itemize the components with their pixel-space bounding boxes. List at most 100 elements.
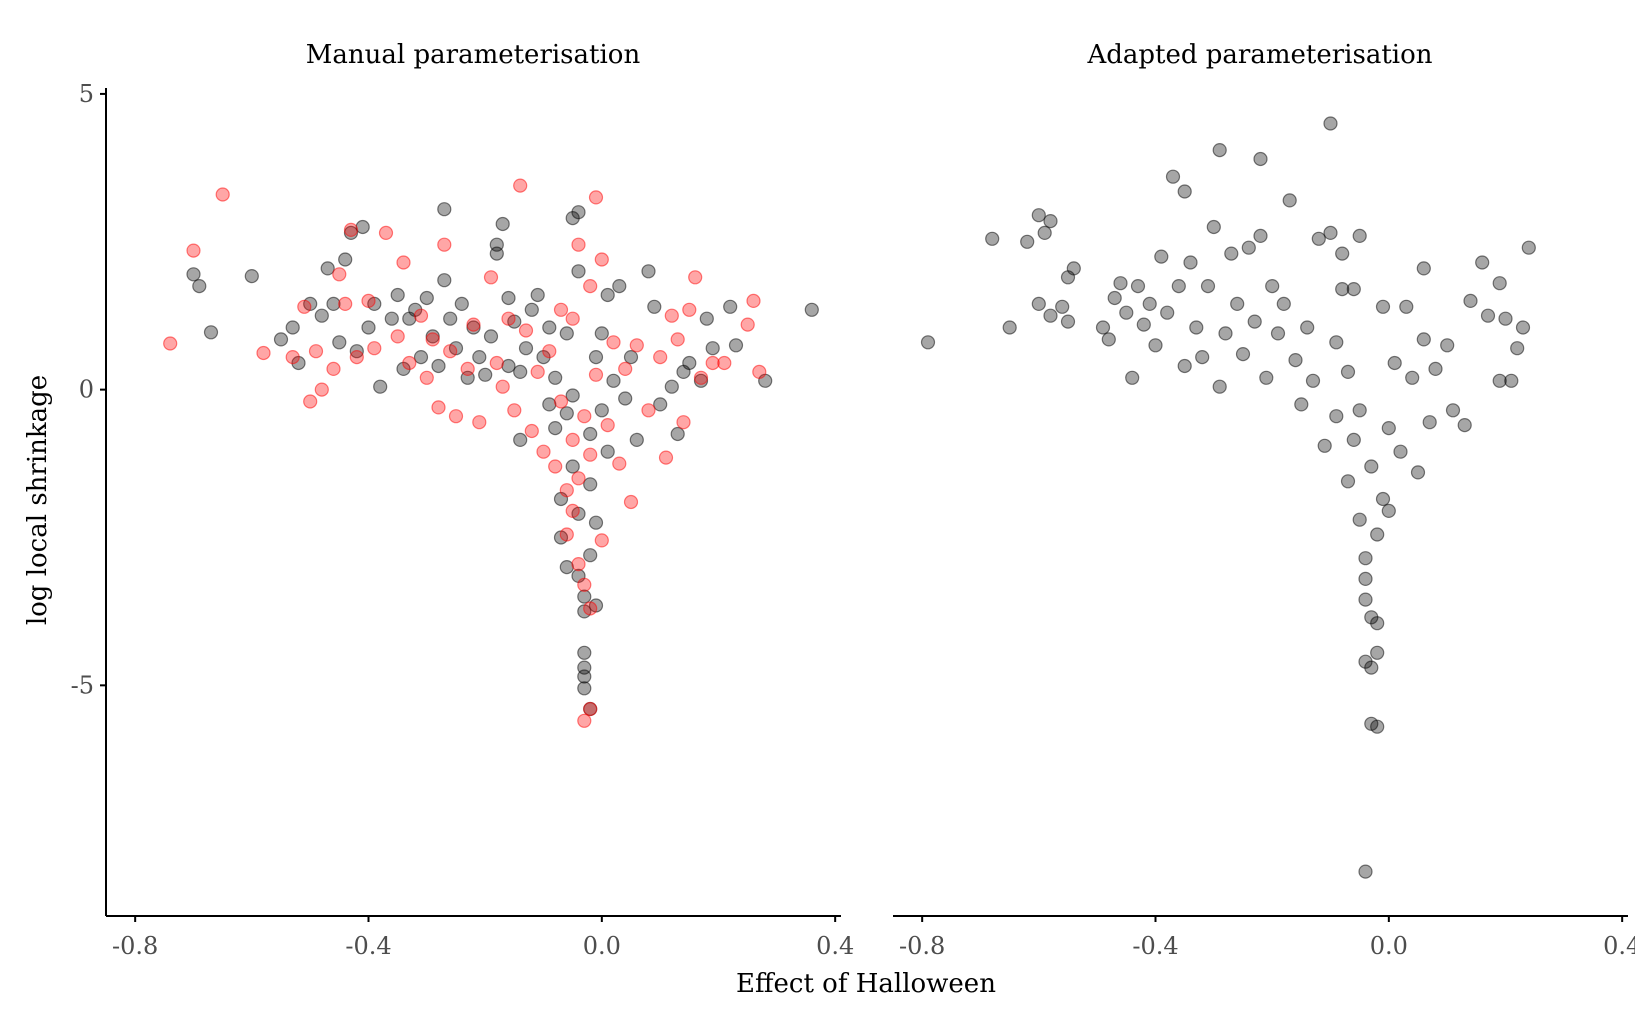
scatter-point-black: [1346, 432, 1361, 447]
scatter-point-black: [985, 231, 1000, 246]
scatter-point-black: [1037, 225, 1052, 240]
y-axis-title: log local shrinkage: [23, 375, 53, 625]
scatter-point-black: [483, 329, 499, 344]
scatter-point-black: [1305, 373, 1321, 388]
scatter-point-black: [1154, 249, 1169, 264]
x-tick-label: -0.4: [1132, 932, 1178, 960]
scatter-point-red: [618, 361, 633, 376]
scatter-point-black: [1498, 311, 1513, 326]
scatter-point-red: [629, 338, 644, 353]
scatter-point-red: [472, 415, 487, 430]
scatter-point-black: [1317, 438, 1332, 453]
scatter-point-black: [1492, 276, 1507, 291]
scatter-point-black: [437, 273, 452, 288]
scatter-point-red: [594, 533, 609, 548]
scatter-point-black: [1107, 290, 1122, 306]
scatter-point-black: [530, 287, 545, 303]
scatter-point-black: [1323, 116, 1338, 131]
scatter-point-black: [1387, 355, 1402, 371]
scatter-point-black: [1358, 551, 1373, 566]
scatter-point-black: [443, 311, 458, 326]
x-tick-label: 0.0: [583, 932, 621, 960]
scatter-point-red: [349, 350, 364, 365]
scatter-point-black: [588, 515, 604, 530]
scatter-point-black: [472, 350, 487, 365]
scatter-point-black: [1480, 308, 1496, 323]
scatter-point-black: [583, 548, 598, 563]
scatter-point-black: [623, 350, 639, 365]
scatter-point-black: [1253, 151, 1268, 167]
scatter-point-red: [390, 329, 405, 344]
scatter-point-black: [338, 252, 353, 267]
scatter-point-red: [314, 382, 329, 397]
scatter-point-red: [583, 601, 598, 616]
scatter-point-red: [571, 237, 586, 252]
scatter-point-black: [1346, 282, 1361, 297]
scatter-point-black: [1165, 169, 1181, 184]
scatter-point-black: [1212, 379, 1227, 394]
scatter-point-black: [478, 367, 493, 382]
scatter-point-black: [1224, 246, 1239, 261]
y-tick-label: 5: [79, 80, 94, 108]
scatter-point-black: [1504, 373, 1519, 388]
scatter-point-black: [577, 669, 592, 684]
scatter-point-black: [1457, 418, 1472, 433]
x-tick-label: -0.8: [899, 932, 945, 960]
scatter-point-red: [752, 364, 767, 379]
scatter-point-red: [518, 323, 534, 338]
scatter-point-black: [314, 308, 329, 323]
scatter-point-red: [612, 456, 627, 471]
scatter-point-black: [542, 397, 557, 412]
scatter-point-black: [1043, 214, 1058, 229]
scatter-point-black: [629, 432, 644, 447]
scatter-point-black: [1177, 184, 1192, 199]
scatter-point-red: [425, 332, 440, 347]
scatter-point-black: [1375, 299, 1391, 314]
scatter-point-red: [431, 400, 446, 415]
scatter-point-black: [1265, 279, 1280, 294]
scatter-point-black: [1358, 571, 1373, 587]
scatter-point-black: [1130, 279, 1146, 294]
scatter-point-black: [513, 364, 528, 379]
scatter-point-red: [600, 418, 615, 433]
scatter-point-red: [588, 367, 604, 382]
scatter-point-black: [548, 421, 563, 436]
scatter-point-red: [332, 267, 347, 282]
scatter-point-black: [682, 355, 697, 371]
scatter-point-black: [320, 261, 335, 276]
scatter-point-red: [524, 423, 539, 439]
scatter-point-red: [693, 370, 709, 385]
scatter-point-black: [1043, 308, 1058, 323]
scatter-point-black: [495, 216, 510, 232]
scatter-point-black: [728, 338, 744, 353]
scatter-point-red: [623, 494, 639, 510]
scatter-point-black: [612, 279, 627, 294]
scatter-point-black: [390, 287, 405, 303]
scatter-point-black: [1055, 299, 1070, 314]
scatter-point-black: [518, 341, 534, 356]
scatter-point-black: [1066, 261, 1081, 276]
y-tick-label: -5: [71, 671, 94, 699]
scatter-point-black: [489, 246, 504, 261]
scatter-point-black: [285, 320, 300, 335]
scatter-point-black: [664, 379, 679, 394]
scatter-point-red: [571, 556, 586, 572]
scatter-point-red: [215, 187, 230, 202]
scatter-point-black: [1002, 320, 1017, 335]
scatter-point-red: [483, 270, 499, 285]
scatter-point-black: [413, 350, 429, 365]
scatter-point-black: [1060, 314, 1076, 329]
scatter-point-red: [530, 364, 545, 379]
x-tick-label: 0.4: [1603, 932, 1635, 960]
scatter-point-black: [1125, 370, 1140, 385]
scatter-point-black: [419, 290, 434, 306]
facet-title-adapted: Adapted parameterisation: [1086, 40, 1432, 70]
scatter-point-black: [1352, 512, 1367, 527]
scatter-point-red: [577, 577, 592, 592]
scatter-point-black: [1288, 353, 1303, 368]
scatter-point-red: [501, 311, 516, 326]
scatter-point-black: [1253, 228, 1268, 243]
scatter-point-red: [571, 471, 586, 486]
scatter-point-red: [705, 355, 720, 371]
scatter-point-black: [431, 358, 446, 374]
